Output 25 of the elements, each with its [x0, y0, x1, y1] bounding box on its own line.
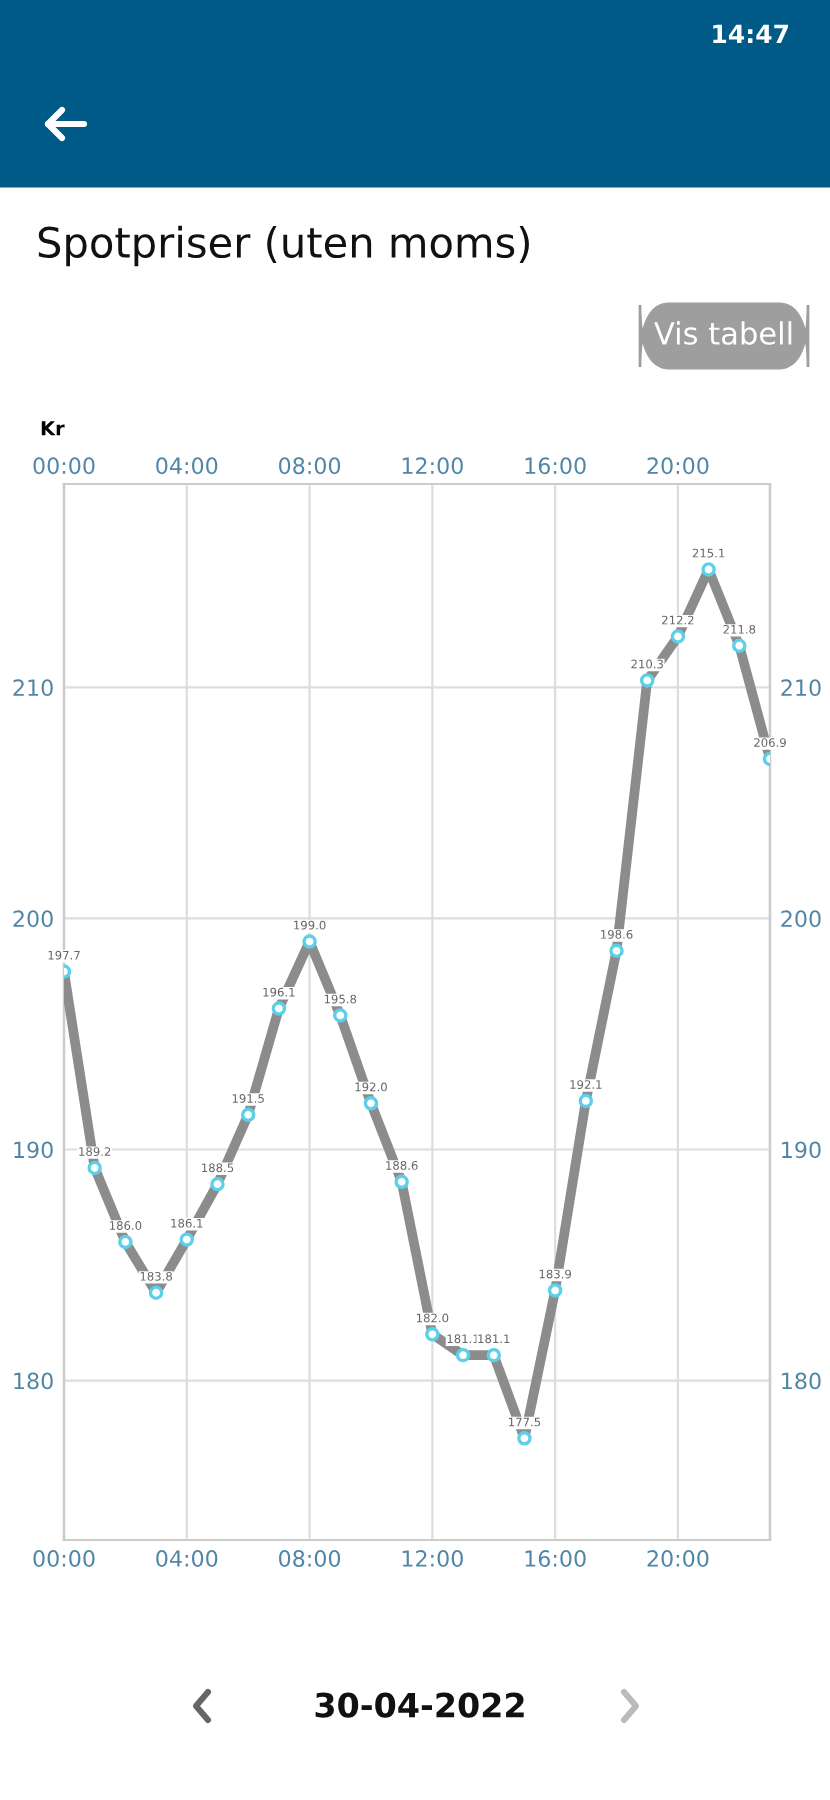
y-tick-label: 200: [13, 910, 53, 928]
y2-tick-label: 210: [781, 679, 821, 697]
x-tick-label: 20:00: [647, 457, 709, 475]
y2-tick-label: 190: [782, 1141, 821, 1159]
y2-tick-label: 200: [781, 910, 821, 928]
y-axis-title: Kr: [41, 421, 65, 436]
y-tick-label: 210: [13, 679, 53, 697]
text: 14:47: [713, 24, 789, 43]
x-tick-label: 12:00: [402, 457, 463, 475]
x2-tick-label: 20:00: [647, 1550, 709, 1567]
y-tick-label: 190: [14, 1141, 53, 1159]
x2-tick-label: 00:00: [33, 1550, 95, 1567]
x-tick-label: 04:00: [156, 457, 218, 475]
x-tick-label: 08:00: [279, 457, 341, 475]
x2-tick-label: 12:00: [402, 1550, 463, 1567]
y2-tick-label: 180: [782, 1372, 821, 1390]
y-tick-label: 180: [14, 1372, 53, 1390]
x-tick-label: 16:00: [525, 457, 586, 475]
x2-tick-label: 16:00: [525, 1550, 586, 1567]
text: Vis tabell: [654, 321, 792, 345]
text: 30-04-2022: [315, 1692, 524, 1718]
x-tick-label: 00:00: [33, 457, 95, 475]
chart-title: Spotpriser (uten moms): [38, 225, 529, 267]
x2-tick-label: 04:00: [156, 1550, 218, 1567]
x2-tick-label: 08:00: [279, 1550, 341, 1567]
